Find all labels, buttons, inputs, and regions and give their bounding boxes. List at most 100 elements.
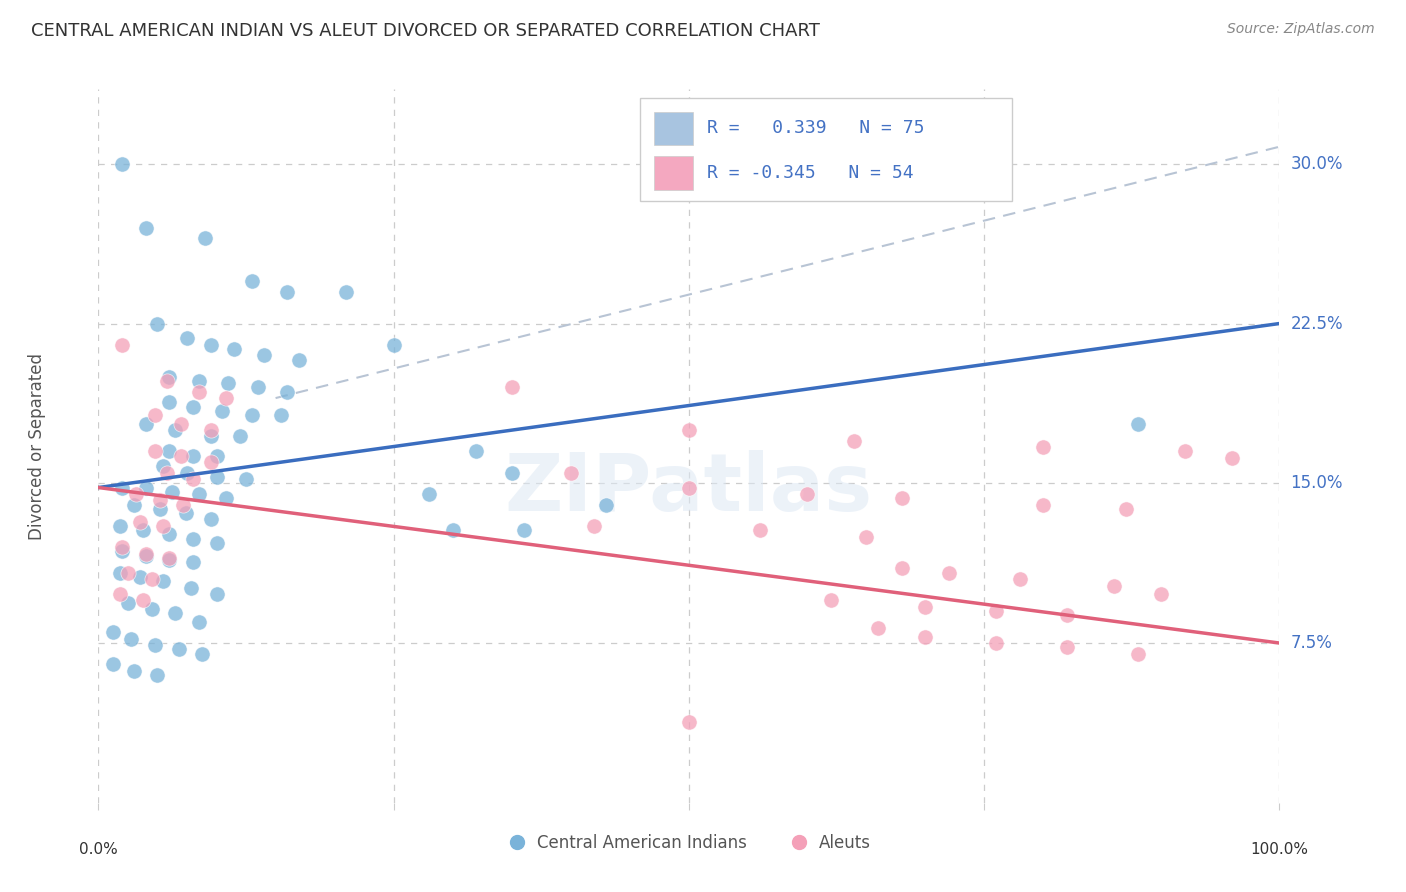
Point bbox=[111, 481, 134, 495]
Point bbox=[205, 449, 228, 463]
Point bbox=[583, 519, 606, 533]
Point bbox=[128, 570, 150, 584]
Point bbox=[1115, 501, 1137, 516]
Point bbox=[135, 220, 157, 235]
Point bbox=[512, 523, 534, 537]
Point bbox=[678, 423, 700, 437]
Point bbox=[167, 642, 190, 657]
Point bbox=[205, 536, 228, 550]
Point bbox=[253, 349, 276, 363]
Point bbox=[205, 470, 228, 484]
Point bbox=[149, 501, 172, 516]
Point bbox=[1126, 647, 1149, 661]
Point bbox=[914, 599, 936, 614]
Point bbox=[135, 417, 157, 431]
Text: 100.0%: 100.0% bbox=[1250, 842, 1309, 857]
Point bbox=[111, 544, 134, 558]
Point bbox=[108, 566, 131, 580]
Point bbox=[146, 668, 169, 682]
Point bbox=[128, 515, 150, 529]
Point bbox=[143, 444, 166, 458]
Point bbox=[172, 498, 194, 512]
Point bbox=[246, 380, 269, 394]
Point bbox=[157, 527, 180, 541]
Point bbox=[217, 376, 239, 391]
Point bbox=[191, 647, 214, 661]
Point bbox=[141, 572, 163, 586]
Point bbox=[200, 429, 222, 443]
Point bbox=[194, 231, 217, 245]
Point bbox=[187, 487, 209, 501]
Point bbox=[215, 491, 238, 506]
Point bbox=[1220, 450, 1243, 465]
Point bbox=[914, 630, 936, 644]
Point bbox=[152, 519, 174, 533]
Point bbox=[855, 529, 877, 543]
Point bbox=[1056, 608, 1078, 623]
Point bbox=[160, 484, 183, 499]
Point bbox=[111, 338, 134, 352]
Point bbox=[165, 423, 187, 437]
Point bbox=[560, 466, 582, 480]
Text: 0.0%: 0.0% bbox=[79, 842, 118, 857]
Point bbox=[200, 423, 222, 437]
Point bbox=[181, 400, 204, 414]
Text: 7.5%: 7.5% bbox=[1291, 634, 1333, 652]
Point bbox=[418, 487, 440, 501]
Point bbox=[1056, 640, 1078, 655]
Point bbox=[796, 487, 818, 501]
Point bbox=[152, 574, 174, 589]
Point bbox=[108, 587, 131, 601]
Point bbox=[844, 434, 866, 448]
Point bbox=[157, 395, 180, 409]
Point bbox=[146, 317, 169, 331]
Point bbox=[1126, 417, 1149, 431]
Point bbox=[181, 449, 204, 463]
Point bbox=[122, 498, 145, 512]
Point bbox=[678, 481, 700, 495]
Point bbox=[890, 561, 912, 575]
Point bbox=[117, 596, 139, 610]
Point bbox=[938, 566, 960, 580]
Point bbox=[187, 384, 209, 399]
Point bbox=[111, 540, 134, 554]
Point bbox=[174, 506, 197, 520]
Point bbox=[276, 384, 298, 399]
Point bbox=[111, 157, 134, 171]
Text: Divorced or Separated: Divorced or Separated bbox=[28, 352, 46, 540]
Point bbox=[157, 550, 180, 565]
Point bbox=[143, 408, 166, 422]
Point bbox=[181, 532, 204, 546]
Point bbox=[157, 553, 180, 567]
Point bbox=[501, 380, 523, 394]
Point bbox=[984, 604, 1007, 618]
Point bbox=[240, 408, 263, 422]
Point bbox=[382, 338, 405, 352]
Point bbox=[1032, 440, 1054, 454]
Point bbox=[235, 472, 257, 486]
Point bbox=[132, 523, 155, 537]
Point bbox=[157, 369, 180, 384]
Point bbox=[187, 374, 209, 388]
Point bbox=[240, 274, 263, 288]
Point bbox=[181, 555, 204, 569]
Point bbox=[176, 466, 198, 480]
Point bbox=[890, 491, 912, 506]
Point bbox=[101, 657, 124, 672]
Text: R = -0.345   N = 54: R = -0.345 N = 54 bbox=[707, 164, 914, 182]
Legend: Central American Indians, Aleuts: Central American Indians, Aleuts bbox=[501, 827, 877, 859]
Point bbox=[143, 638, 166, 652]
Point bbox=[748, 523, 770, 537]
Point bbox=[200, 338, 222, 352]
Point bbox=[335, 285, 357, 299]
Point bbox=[866, 621, 889, 635]
Point bbox=[135, 481, 157, 495]
Point bbox=[135, 549, 157, 563]
Point bbox=[187, 615, 209, 629]
Point bbox=[820, 593, 842, 607]
Point bbox=[276, 285, 298, 299]
Point bbox=[984, 636, 1007, 650]
Point bbox=[117, 566, 139, 580]
Text: Source: ZipAtlas.com: Source: ZipAtlas.com bbox=[1227, 22, 1375, 37]
Point bbox=[678, 714, 700, 729]
